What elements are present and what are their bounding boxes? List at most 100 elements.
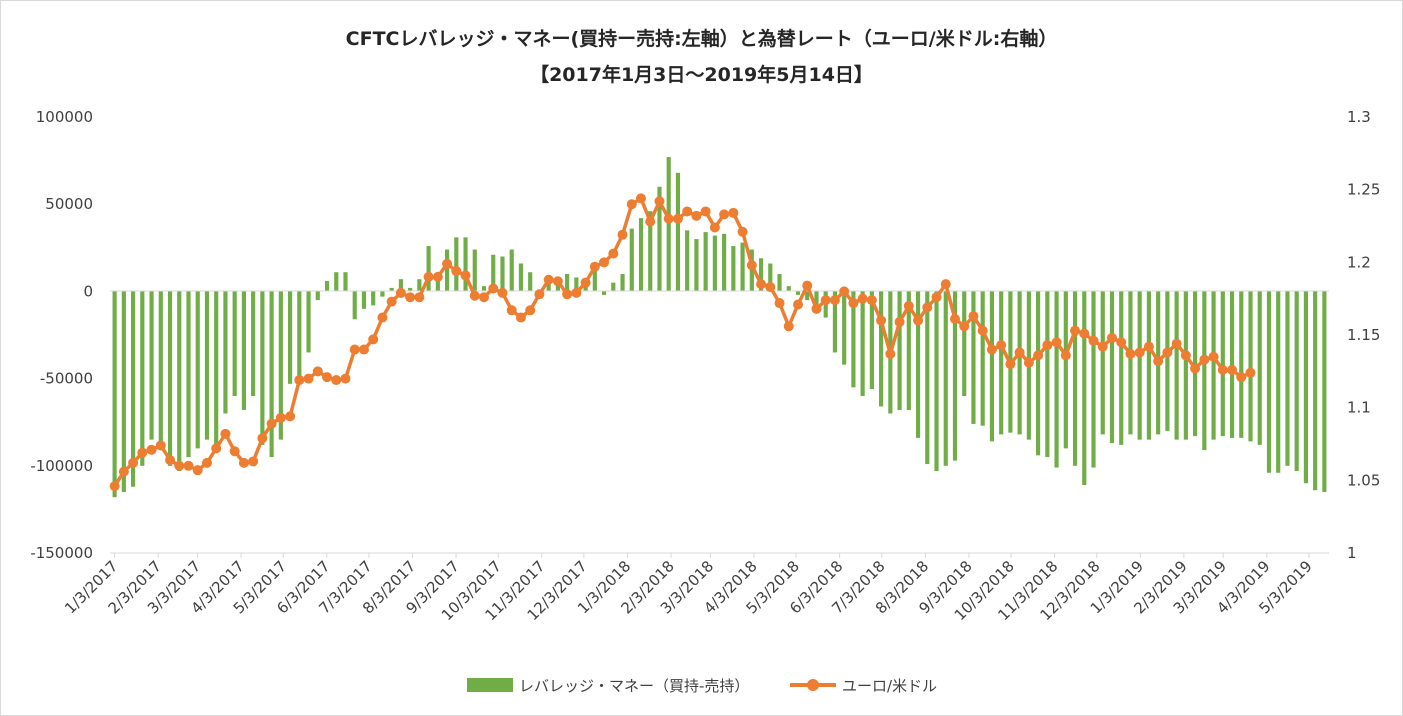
line-point xyxy=(109,481,120,492)
line-point xyxy=(617,229,628,240)
line-point xyxy=(266,418,277,429)
y-left-tick-label: 0 xyxy=(83,282,93,300)
line-point xyxy=(802,280,813,291)
bar xyxy=(934,291,939,472)
line-point xyxy=(1088,335,1099,346)
line-point xyxy=(765,282,776,293)
line-point xyxy=(857,293,868,304)
line-point xyxy=(1060,350,1071,361)
line-point xyxy=(275,412,286,423)
bar xyxy=(749,249,754,292)
line-point xyxy=(949,314,960,325)
bar xyxy=(1303,291,1308,484)
bar xyxy=(574,277,579,292)
line-point xyxy=(691,210,702,221)
line-point xyxy=(700,206,711,217)
bar xyxy=(1036,291,1041,456)
bar xyxy=(703,232,708,292)
line-point xyxy=(386,296,397,307)
bar xyxy=(786,286,791,292)
bar xyxy=(1276,291,1281,473)
bar xyxy=(722,233,727,292)
line-point xyxy=(1134,347,1145,358)
bar xyxy=(712,235,717,292)
line-point xyxy=(211,443,222,454)
line-path xyxy=(113,196,1252,488)
line-point xyxy=(1033,350,1044,361)
bar xyxy=(1045,291,1050,458)
y-left-tick-label: -150000 xyxy=(30,544,93,562)
line-point xyxy=(1070,325,1081,336)
bar xyxy=(1137,291,1142,440)
line-point xyxy=(377,312,388,323)
line-point xyxy=(968,311,979,322)
bar xyxy=(278,291,283,440)
bar xyxy=(860,291,865,397)
legend-line-swatch xyxy=(790,678,836,692)
line-point xyxy=(1162,347,1173,358)
line-point xyxy=(1023,357,1034,368)
y-left-tick-label: -50000 xyxy=(40,370,93,388)
bar xyxy=(897,291,902,410)
line-point xyxy=(663,213,674,224)
line-point xyxy=(137,447,148,458)
legend-item-eurusd: ユーロ/米ドル xyxy=(790,672,937,698)
line-point xyxy=(405,292,416,303)
bar xyxy=(758,258,764,292)
line-point xyxy=(737,226,748,237)
bar xyxy=(962,291,967,397)
legend-bar-swatch xyxy=(467,678,513,692)
line-point xyxy=(682,206,693,217)
bar xyxy=(334,272,339,292)
bar xyxy=(925,291,930,465)
bar xyxy=(1165,291,1170,431)
line-point xyxy=(885,348,896,359)
line-point xyxy=(793,299,803,310)
bar xyxy=(1174,291,1179,440)
bar xyxy=(195,291,200,449)
bar xyxy=(352,291,357,320)
bar xyxy=(943,291,948,466)
bar xyxy=(999,291,1004,435)
bar xyxy=(232,291,237,397)
bar xyxy=(657,186,662,292)
bar xyxy=(186,291,191,458)
bar xyxy=(435,273,440,292)
line-point xyxy=(562,289,573,300)
line-point xyxy=(349,344,360,355)
bar xyxy=(694,239,699,292)
y-right-tick-label: 1.15 xyxy=(1347,326,1380,344)
bar xyxy=(1229,291,1235,438)
line-point xyxy=(174,460,185,471)
line-point xyxy=(940,279,951,290)
line-point xyxy=(358,344,369,355)
bar xyxy=(389,287,394,292)
bar xyxy=(1322,291,1327,492)
bar xyxy=(1082,291,1087,485)
y-axis-right: 1.3 1.25 1.2 1.15 1.1 1.05 1 xyxy=(1347,108,1380,562)
bar xyxy=(805,291,810,301)
line-point xyxy=(303,373,314,384)
line-point xyxy=(709,222,720,233)
bar xyxy=(675,172,681,292)
bar xyxy=(481,286,487,292)
line-point xyxy=(756,279,767,290)
x-axis-labels: 1/3/20172/3/20173/3/20174/3/20175/3/2017… xyxy=(61,557,1316,624)
line-point xyxy=(626,199,637,210)
line-point xyxy=(285,411,296,422)
chart-title: CFTCレバレッジ・マネー(買持ー売持:左軸）と為替レート（ユーロ/米ドル:右軸… xyxy=(345,28,1058,50)
line-point xyxy=(1005,359,1016,370)
bar-series xyxy=(112,157,1327,498)
line-point xyxy=(1236,372,1247,383)
bar xyxy=(343,272,348,292)
line-point xyxy=(977,325,988,336)
line-point xyxy=(1042,340,1053,351)
legend: レバレッジ・マネー（買持-売持） ユーロ/米ドル xyxy=(0,672,1403,698)
bar xyxy=(306,291,311,353)
line-point xyxy=(571,287,582,298)
bar xyxy=(915,291,921,438)
bar xyxy=(1239,291,1244,438)
bar xyxy=(241,291,246,410)
line-point xyxy=(460,270,471,281)
